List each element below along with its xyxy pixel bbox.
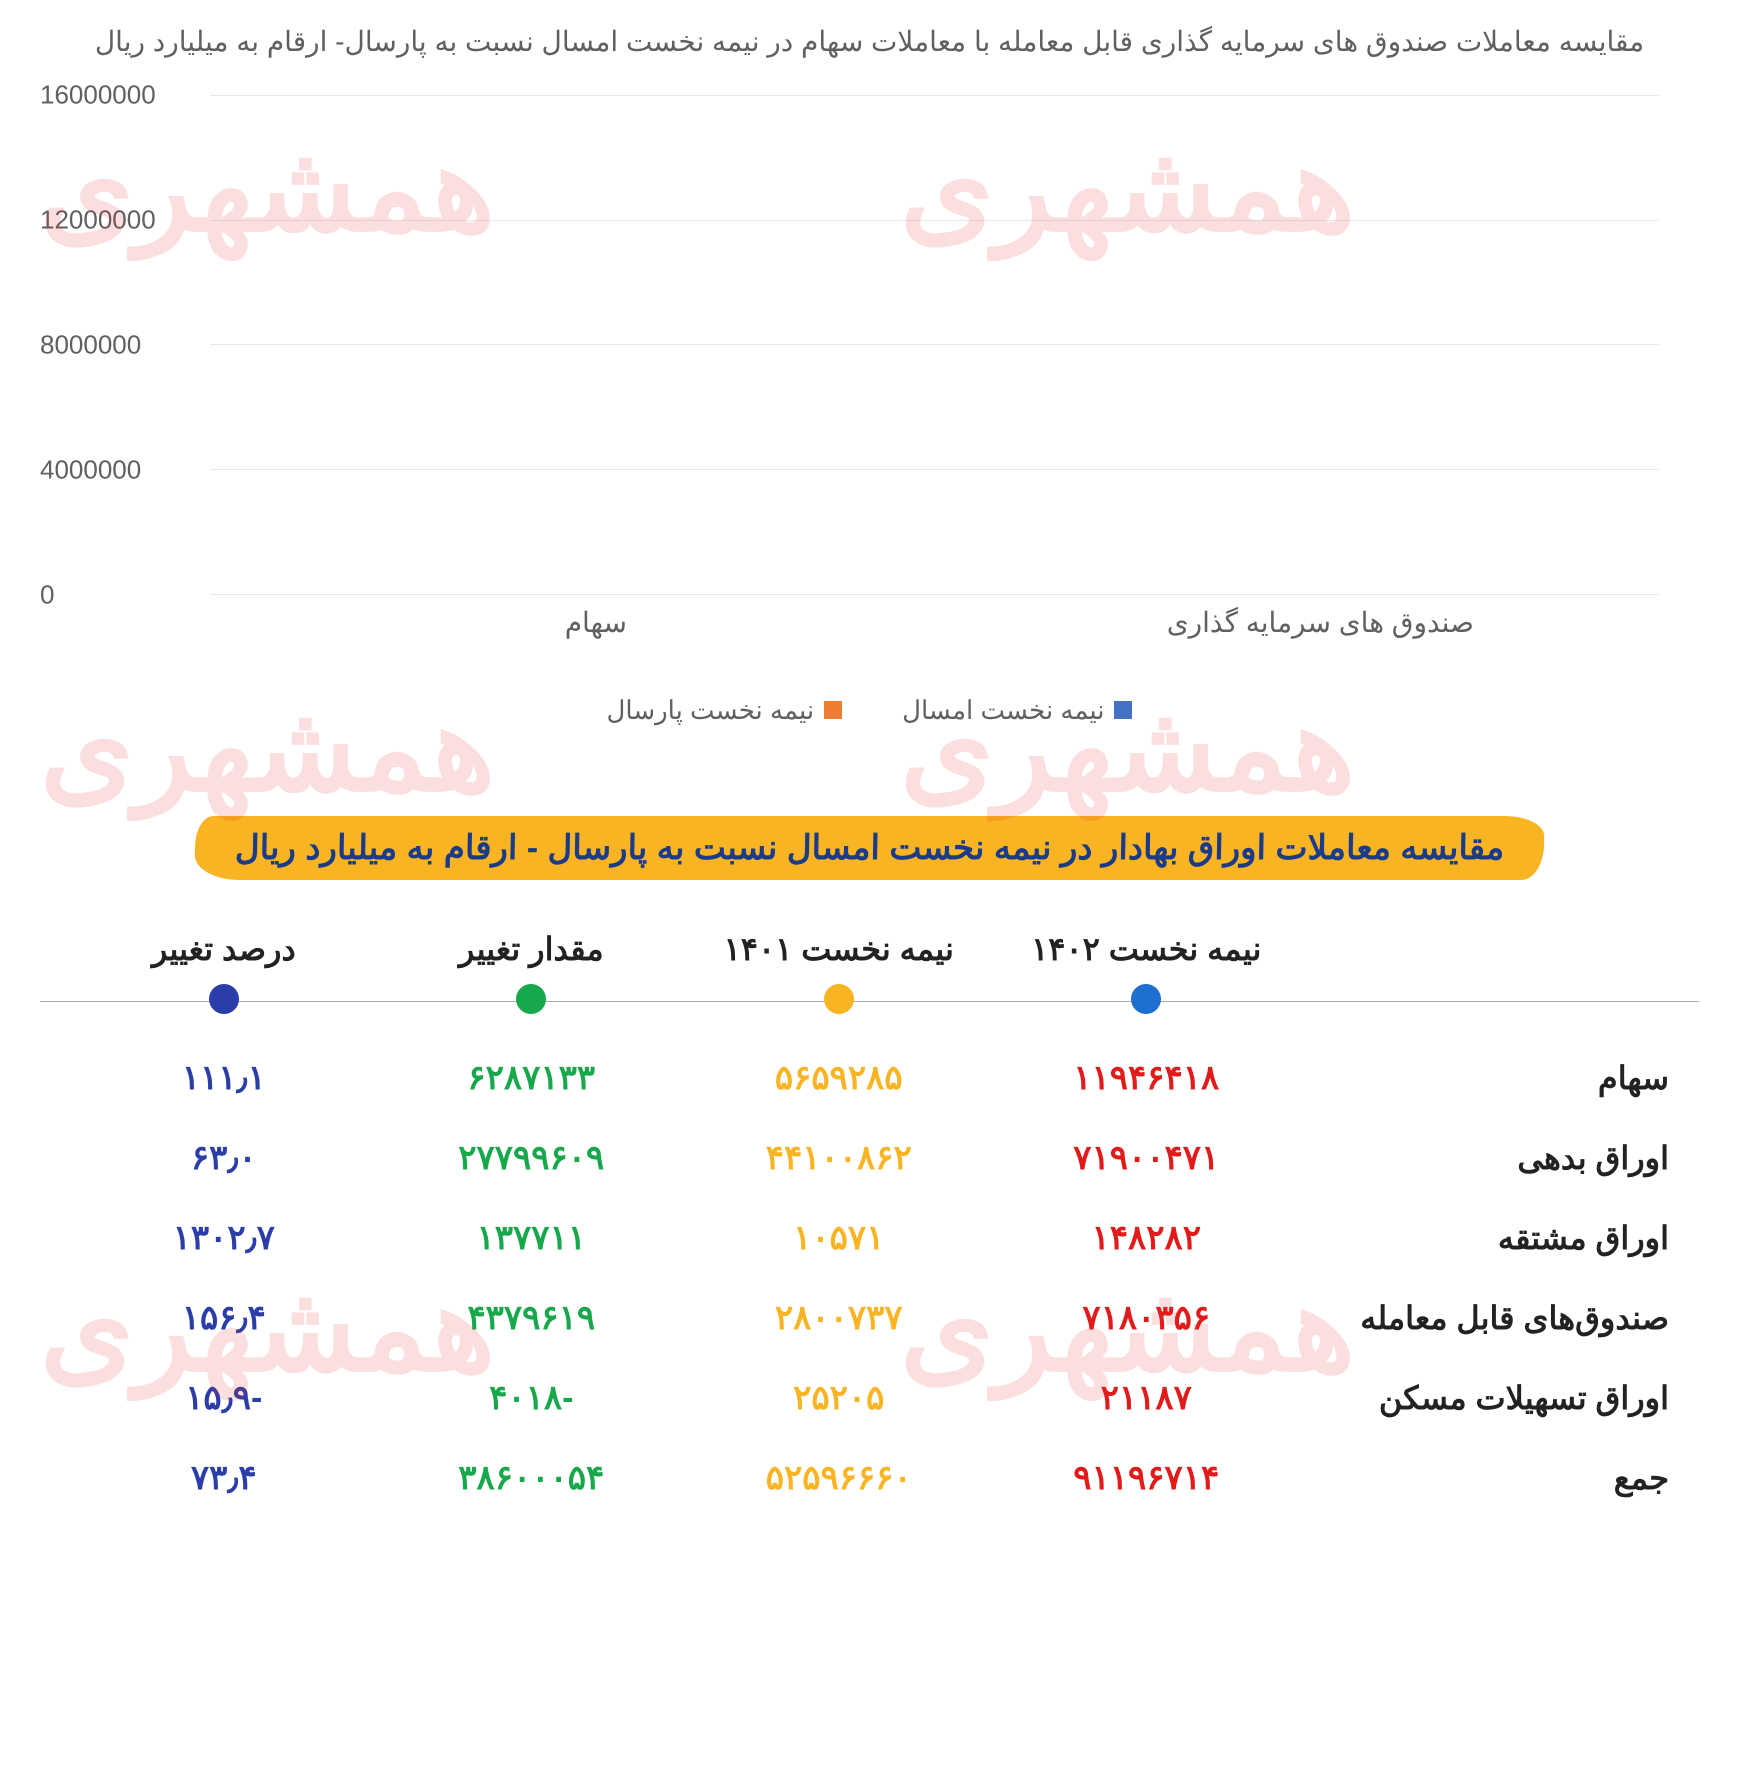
- table-cell: -۱۵٫۹: [70, 1378, 378, 1418]
- table-cell: ۴۳۷۹۶۱۹: [378, 1298, 686, 1338]
- column-dot-icon: [1131, 984, 1161, 1014]
- table-cell: ۹۱۱۹۶۷۱۴: [993, 1458, 1301, 1498]
- table-row: اوراق مشتقه۱۴۸۲۸۲۱۰۵۷۱۱۳۷۷۱۱۱۳۰۲٫۷: [40, 1198, 1699, 1278]
- chart-section: مقایسه معاملات صندوق های سرمایه گذاری قا…: [40, 20, 1699, 726]
- table-cell: ۱۳۷۷۱۱: [378, 1218, 686, 1258]
- chart-plot-area: 0400000080000001200000016000000 سهامصندو…: [40, 95, 1699, 655]
- table-title-wrap: مقایسه معاملات اوراق بهادار در نیمه نخست…: [40, 816, 1699, 880]
- table-header-cell: درصد تغییر: [70, 930, 378, 968]
- chart-gridline: [210, 469, 1659, 470]
- table-cell: ۲۵۲۰۵: [685, 1378, 993, 1418]
- chart-title: مقایسه معاملات صندوق های سرمایه گذاری قا…: [40, 20, 1699, 65]
- table-cell: ۱۵۶٫۴: [70, 1298, 378, 1338]
- table-header-row: نیمه نخست ۱۴۰۲نیمه نخست ۱۴۰۱مقدار تغییرد…: [40, 930, 1699, 978]
- table-cell: ۷۱۹۰۰۴۷۱: [993, 1138, 1301, 1178]
- table-cell: ۴۴۱۰۰۸۶۲: [685, 1138, 993, 1178]
- chart-plot: سهامصندوق های سرمایه گذاری: [210, 95, 1659, 595]
- table-row-label: جمع: [1300, 1459, 1669, 1497]
- table-cell: ۷۱۸۰۳۵۶: [993, 1298, 1301, 1338]
- table-cell: ۱۳۰۲٫۷: [70, 1218, 378, 1258]
- chart-gridline: [210, 220, 1659, 221]
- table-cell: ۳۸۶۰۰۰۵۴: [378, 1458, 686, 1498]
- chart-legend-label: نیمه نخست امسال: [902, 695, 1104, 726]
- table-header-cell: مقدار تغییر: [378, 930, 686, 968]
- table-row-label: اوراق تسهیلات مسکن: [1300, 1379, 1669, 1417]
- table-cell: ۲۸۰۰۷۳۷: [685, 1298, 993, 1338]
- table-cell: ۶۲۸۷۱۳۳: [378, 1058, 686, 1098]
- column-dot-icon: [516, 984, 546, 1014]
- table-cell: ۵۲۵۹۶۶۶۰: [685, 1458, 993, 1498]
- chart-legend-swatch: [824, 701, 842, 719]
- table-row: صندوق‌های قابل معامله۷۱۸۰۳۵۶۲۸۰۰۷۳۷۴۳۷۹۶…: [40, 1278, 1699, 1358]
- chart-y-tick: 0: [40, 579, 190, 610]
- table-cell: ۱۱۹۴۶۴۱۸: [993, 1058, 1301, 1098]
- chart-x-label: سهام: [565, 606, 627, 639]
- table-title: مقایسه معاملات اوراق بهادار در نیمه نخست…: [235, 829, 1505, 867]
- chart-legend-label: نیمه نخست پارسال: [607, 695, 815, 726]
- table-cell: ۲۱۱۸۷: [993, 1378, 1301, 1418]
- data-table: نیمه نخست ۱۴۰۲نیمه نخست ۱۴۰۱مقدار تغییرد…: [40, 930, 1699, 1518]
- table-row-label: سهام: [1300, 1059, 1669, 1097]
- table-dot-cell: [1300, 984, 1669, 1014]
- chart-gridline: [210, 344, 1659, 345]
- table-cell: ۱۴۸۲۸۲: [993, 1218, 1301, 1258]
- chart-x-label: صندوق های سرمایه گذاری: [1167, 606, 1474, 639]
- chart-y-tick: 8000000: [40, 329, 190, 360]
- table-cell: ۱۰۵۷۱: [685, 1218, 993, 1258]
- table-row: سهام۱۱۹۴۶۴۱۸۵۶۵۹۲۸۵۶۲۸۷۱۳۳۱۱۱٫۱: [40, 1038, 1699, 1118]
- table-dot-cell: [685, 984, 993, 1014]
- table-body: سهام۱۱۹۴۶۴۱۸۵۶۵۹۲۸۵۶۲۸۷۱۳۳۱۱۱٫۱اوراق بده…: [40, 1038, 1699, 1518]
- table-header-cell: نیمه نخست ۱۴۰۱: [685, 930, 993, 968]
- table-row: اوراق تسهیلات مسکن۲۱۱۸۷۲۵۲۰۵-۴۰۱۸-۱۵٫۹: [40, 1358, 1699, 1438]
- table-dot-cell: [70, 984, 378, 1014]
- column-dot-icon: [209, 984, 239, 1014]
- chart-legend-item: نیمه نخست پارسال: [607, 695, 843, 726]
- chart-legend-item: نیمه نخست امسال: [902, 695, 1132, 726]
- table-dot-cell: [378, 984, 686, 1014]
- table-row-label: اوراق بدهی: [1300, 1139, 1669, 1177]
- chart-gridline: [210, 95, 1659, 96]
- table-row: اوراق بدهی۷۱۹۰۰۴۷۱۴۴۱۰۰۸۶۲۲۷۷۹۹۶۰۹۶۳٫۰: [40, 1118, 1699, 1198]
- chart-y-tick: 4000000: [40, 454, 190, 485]
- table-cell: ۵۶۵۹۲۸۵: [685, 1058, 993, 1098]
- table-section: مقایسه معاملات اوراق بهادار در نیمه نخست…: [40, 816, 1699, 1518]
- table-cell: ۷۳٫۴: [70, 1458, 378, 1498]
- chart-y-tick: 16000000: [40, 79, 190, 110]
- column-dot-icon: [824, 984, 854, 1014]
- table-cell: ۲۷۷۹۹۶۰۹: [378, 1138, 686, 1178]
- table-cell: ۶۳٫۰: [70, 1138, 378, 1178]
- table-dot-cell: [993, 984, 1301, 1014]
- table-row-label: اوراق مشتقه: [1300, 1219, 1669, 1257]
- chart-legend: نیمه نخست امسال نیمه نخست پارسال: [40, 695, 1699, 726]
- table-row: جمع۹۱۱۹۶۷۱۴۵۲۵۹۶۶۶۰۳۸۶۰۰۰۵۴۷۳٫۴: [40, 1438, 1699, 1518]
- table-header-cell: نیمه نخست ۱۴۰۲: [993, 930, 1301, 968]
- table-title-highlight: مقایسه معاملات اوراق بهادار در نیمه نخست…: [194, 816, 1544, 880]
- table-row-label: صندوق‌های قابل معامله: [1300, 1299, 1669, 1337]
- table-cell: -۴۰۱۸: [378, 1378, 686, 1418]
- chart-y-tick: 12000000: [40, 204, 190, 235]
- chart-y-axis: 0400000080000001200000016000000: [40, 95, 200, 595]
- chart-legend-swatch: [1114, 701, 1132, 719]
- chart-gridline: [210, 594, 1659, 595]
- table-dot-row: [40, 984, 1699, 1018]
- table-cell: ۱۱۱٫۱: [70, 1058, 378, 1098]
- table-dot-grid: [40, 984, 1699, 1014]
